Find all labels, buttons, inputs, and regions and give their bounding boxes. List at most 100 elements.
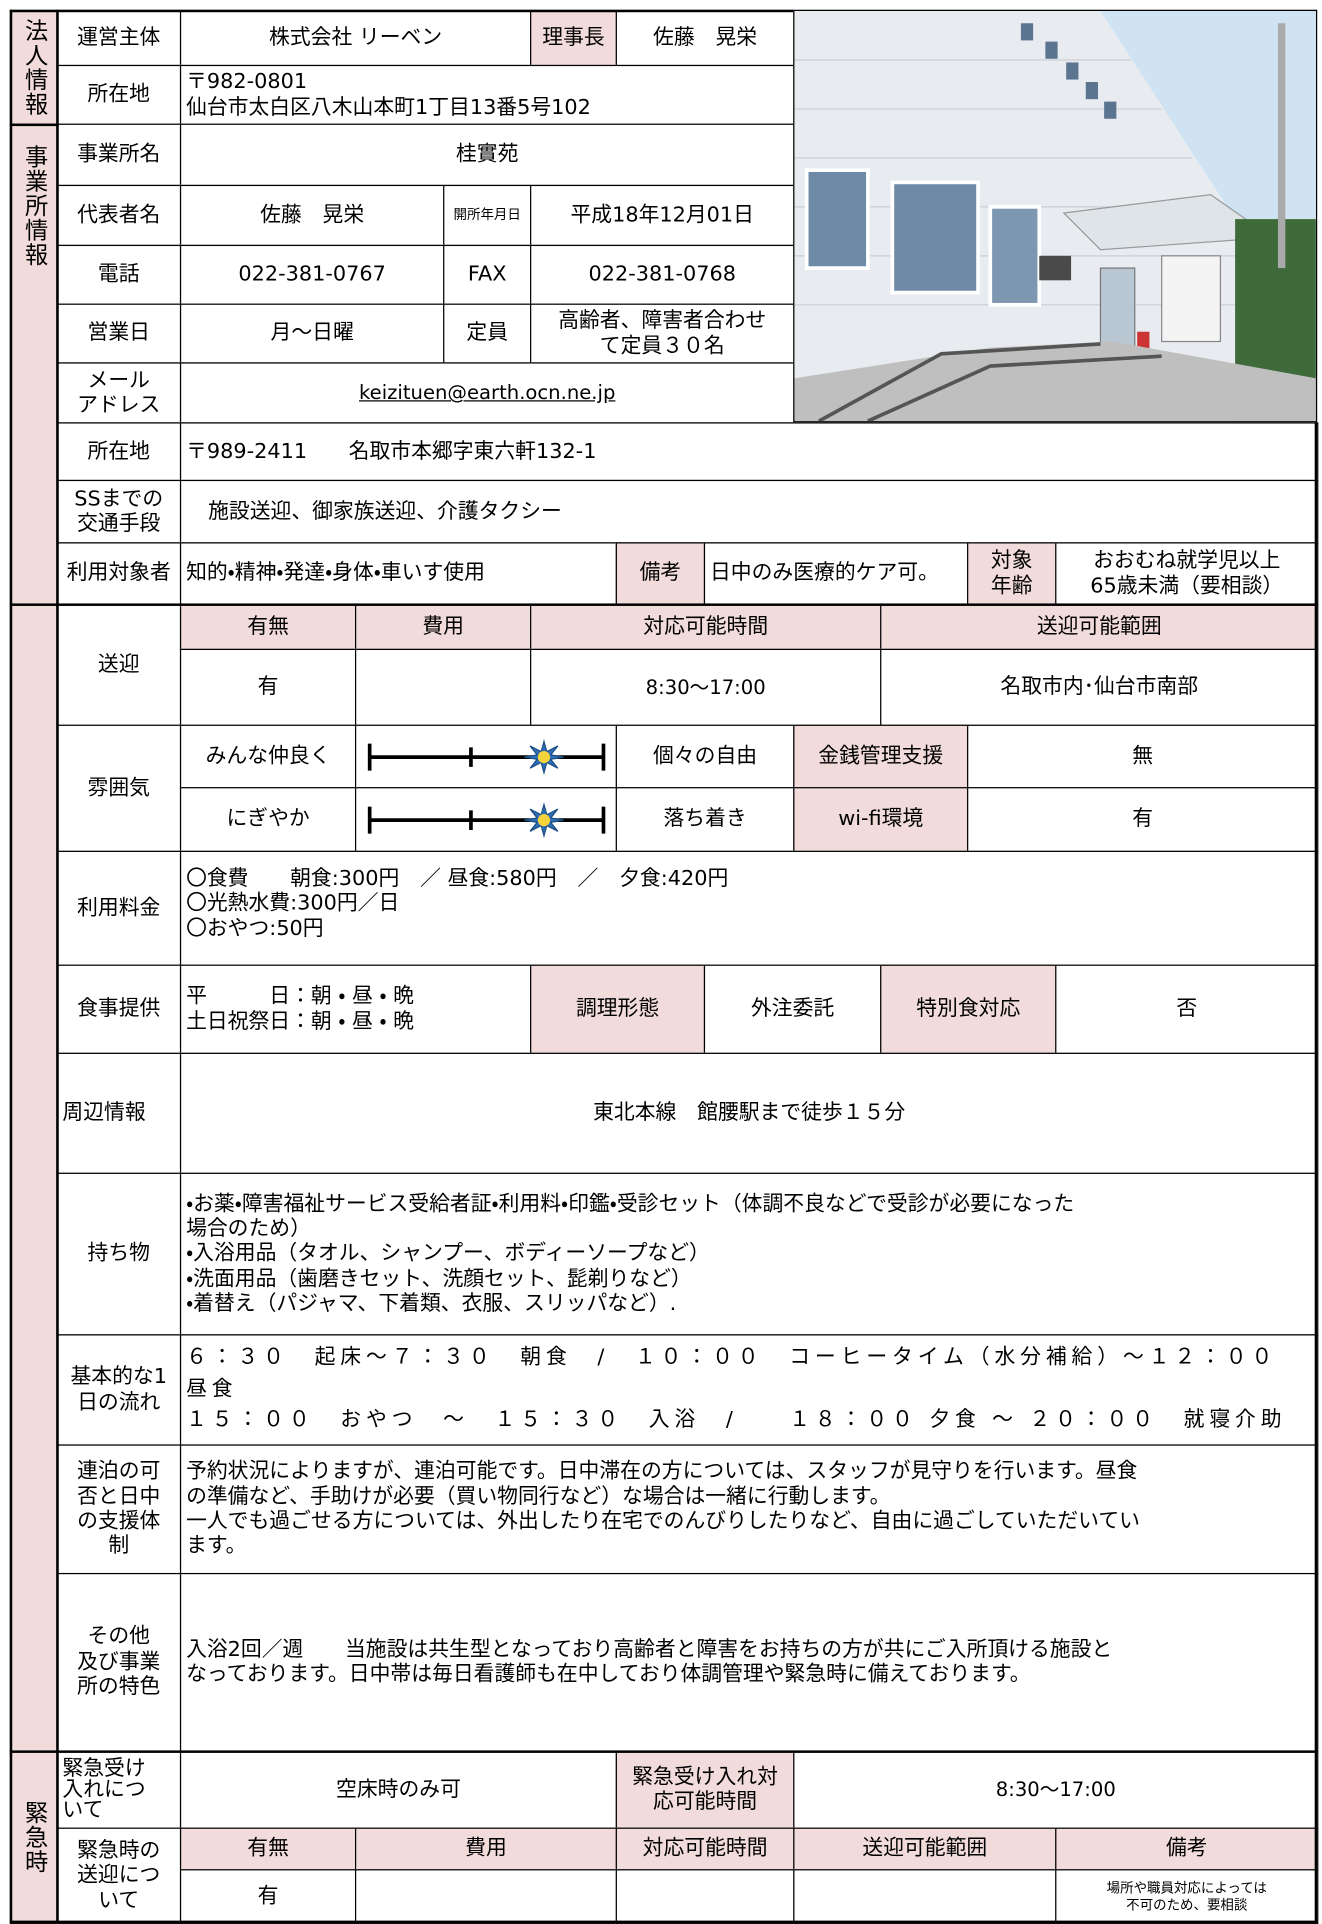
cell-text: 及び事業 <box>77 1649 161 1675</box>
cell: 理事長 <box>530 9 617 67</box>
cell: 連泊の可 否と日中 の支援体制 <box>56 1444 182 1575</box>
cell-text: 定員 <box>466 321 509 346</box>
cell-text: 日の流れ <box>77 1389 161 1415</box>
cell <box>354 648 532 726</box>
cell: 備考 <box>1055 1827 1319 1871</box>
cell-text: 〇食費 朝食:300円 ／ 昼食:580円 ／ 夕食:420円 <box>186 866 729 892</box>
cell: 知的・精神・発達・身体・車いす使用 <box>179 542 617 605</box>
cell-text: 場所や職員対応によっては <box>1106 1880 1267 1897</box>
cell-text: 場合のため） <box>186 1216 311 1242</box>
cell-text: 雰囲気 <box>87 775 150 801</box>
cell: 費用 <box>354 603 532 650</box>
cell: 送迎可能範囲 <box>793 1827 1057 1871</box>
cell-text: 制 <box>108 1534 130 1559</box>
cell-text: 所の特色 <box>77 1674 161 1700</box>
cell: wi-fi環境 <box>793 787 969 852</box>
cell: 022-381-0768 <box>530 244 795 305</box>
cell-text: 桂實苑 <box>455 142 519 167</box>
cell-text: 周辺情報 <box>62 1100 146 1126</box>
cell-text: みんな仲良く <box>205 744 331 769</box>
cell-text: FAX <box>467 262 507 287</box>
cell: 施設送迎、御家族送迎、介護タクシー <box>179 479 1319 544</box>
cell-text: 〒989-2411 名取市本郷字東六軒132-1 <box>186 439 597 464</box>
cell <box>354 787 617 852</box>
frame-line <box>9 1920 1318 1924</box>
cell-text: 佐藤 晃栄 <box>653 25 758 50</box>
cell: 名取市内･仙台市南部 <box>880 648 1319 726</box>
cell-text: 対応可能時間 <box>643 614 769 639</box>
cell: 佐藤 晃栄 <box>179 184 445 247</box>
cell-text: 一人でも過ごせる方については、外出したり在宅でのんびりしたりなど、自由に過ごして… <box>186 1509 1140 1534</box>
cell <box>793 1869 1057 1924</box>
cell: 緊急時の 送迎につ いて <box>56 1827 182 1924</box>
cell: SSまでの 交通手段 <box>56 479 182 544</box>
cell-text: 仙台市太白区八木山本町1丁目13番5号102 <box>186 94 591 120</box>
cell: 高齢者、障害者合わせ て定員３０名 <box>530 303 795 364</box>
cell: 無 <box>967 724 1319 789</box>
cell-text: いて <box>98 1888 140 1913</box>
cell-text: メール <box>87 367 150 393</box>
cell: 基本的な1 日の流れ <box>56 1334 182 1446</box>
cell-text: 備考 <box>1165 1836 1208 1861</box>
cell: 事業所名 <box>56 123 182 187</box>
cell: 開所年月日 <box>443 184 532 247</box>
cell: 対象 年齢 <box>967 542 1057 605</box>
cell: 備考 <box>615 542 706 605</box>
cell: 空床時のみ可 <box>179 1750 617 1829</box>
cell: 〒989-2411 名取市本郷字東六軒132-1 <box>179 422 1319 482</box>
cell-text: 有無 <box>247 614 289 639</box>
cell: 金銭管理支援 <box>793 724 969 789</box>
cell-text: 特別食対応 <box>916 996 1021 1022</box>
cell-text: 費用 <box>422 614 464 639</box>
cell <box>354 1869 617 1924</box>
cell-text: 個々の自由 <box>653 744 758 769</box>
cell-text: 入れにつ <box>62 1776 146 1802</box>
cell: 8:30～17:00 <box>793 1750 1319 1829</box>
cell-text: 連泊の可 <box>77 1459 161 1484</box>
cell-text: 〒982-0801 <box>186 69 308 95</box>
cell-text: 8:30～17:00 <box>645 675 766 699</box>
cell-text: 金銭管理支援 <box>818 744 944 769</box>
cell-text: の準備など、手助けが必要（買い物同行など）な場合は一緒に行動します。 <box>186 1484 891 1509</box>
cell-text: 土日祝祭日：朝 ・ 昼 ・ 晩 <box>186 1009 414 1034</box>
cell: 有 <box>967 787 1319 852</box>
cell-text: keizituen@earth.ocn.ne.jp <box>359 381 616 405</box>
frame-line <box>9 123 59 127</box>
cell-text: 所在地 <box>87 439 150 464</box>
cell-text: の支援体 <box>77 1509 161 1534</box>
atmosphere-scale <box>367 739 605 776</box>
cell-text: 022-381-0768 <box>588 262 736 287</box>
cell: 場所や職員対応によっては 不可のため、要相談 <box>1055 1869 1319 1924</box>
cell: おおむね就学児以上 65歳未満（要相談） <box>1055 542 1319 605</box>
cell-text: 緊急受け入れ対 <box>632 1764 778 1790</box>
cell: 対応可能時間 <box>615 1827 795 1871</box>
cell <box>354 724 617 789</box>
cell-text: 緊急時の <box>77 1838 161 1863</box>
cell: 東北本線 館腰駅まで徒歩１５分 <box>179 1052 1319 1174</box>
cell-text: 〇光熱水費:300円／日 <box>186 891 400 917</box>
cell: 〇食費 朝食:300円 ／ 昼食:580円 ／ 夕食:420円 〇光熱水費:300… <box>179 850 1319 966</box>
cell-text: 有 <box>1132 807 1154 832</box>
cell: 持ち物 <box>56 1172 182 1336</box>
cell: 送迎 <box>56 603 182 726</box>
cell-text: 備考 <box>639 561 682 586</box>
cell: 送迎可能範囲 <box>880 603 1319 650</box>
cell: 法人情報 <box>9 9 58 125</box>
cell-text: 名取市内･仙台市南部 <box>1000 674 1199 700</box>
cell: 佐藤 晃栄 <box>615 9 795 67</box>
cell-text: 利用対象者 <box>66 561 171 586</box>
cell: keizituen@earth.ocn.ne.jp <box>179 362 795 424</box>
cell: ・お薬・障害福祉サービス受給者証・利用料・印鑑・受診セット（体調不良などで受診が… <box>179 1172 1319 1336</box>
cell-text: 佐藤 晃栄 <box>260 202 365 228</box>
cell-text: いて <box>62 1797 104 1823</box>
cell-text: 事業所名 <box>77 142 161 167</box>
cell: 有 <box>179 648 357 726</box>
cell: 有 <box>179 1869 357 1924</box>
cell-text: 外注委託 <box>750 996 835 1022</box>
cell-text: ます。 <box>186 1534 247 1559</box>
cell-text: 運営主体 <box>77 25 161 50</box>
frame-line <box>9 9 1318 13</box>
cell-text: 高齢者、障害者合わせ <box>558 308 767 334</box>
